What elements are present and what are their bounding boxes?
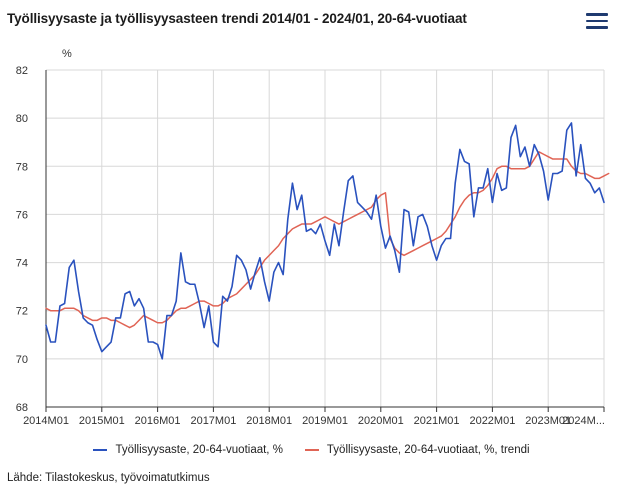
legend-label-actual: Työllisyysaste, 20-64-vuotiaat, %	[115, 444, 283, 456]
x-tick-label: 2023M01	[525, 415, 571, 427]
y-tick-label: 68	[16, 402, 28, 414]
legend: Työllisyysaste, 20-64-vuotiaat, % Työlli…	[0, 444, 623, 456]
y-tick-label: 72	[16, 306, 28, 318]
x-tick-label: 2016M01	[135, 415, 181, 427]
line-chart: % 68 70 72 74 76 78 80 82 2014M01 2015M01 2016M01 20…	[16, 48, 610, 427]
menu-bar	[586, 13, 608, 16]
x-tick-label: 2014M01	[23, 415, 69, 427]
y-tick-label: 74	[16, 258, 28, 270]
legend-swatch-trend	[304, 449, 319, 451]
source-note: Lähde: Tilastokeskus, työvoimatutkimus	[7, 472, 210, 484]
y-tick-label: 82	[16, 65, 28, 77]
y-tick-label: 78	[16, 161, 28, 173]
x-tick-label: 2015M01	[79, 415, 125, 427]
y-tick-label: 70	[16, 354, 28, 366]
x-tick-label: 2020M01	[358, 415, 404, 427]
y-axis-unit-label: %	[62, 48, 72, 60]
menu-bar	[586, 26, 608, 29]
menu-bar	[586, 19, 608, 23]
legend-item-trend[interactable]: Työllisyysaste, 20-64-vuotiaat, %, trend…	[304, 444, 530, 456]
x-tick-label: 2024M...	[562, 415, 605, 427]
x-tick-label: 2021M01	[414, 415, 460, 427]
chart-title: Työllisyysaste ja työllisyysasteen trend…	[7, 11, 467, 26]
series-line-actual	[45, 122, 605, 360]
x-tick-label: 2017M01	[190, 415, 236, 427]
hamburger-menu-icon[interactable]	[586, 12, 608, 30]
legend-swatch-actual	[93, 449, 108, 451]
x-tick-label: 2022M01	[469, 415, 515, 427]
y-tick-label: 80	[16, 113, 28, 125]
x-tick-label: 2018M01	[246, 415, 292, 427]
legend-label-trend: Työllisyysaste, 20-64-vuotiaat, %, trend…	[326, 444, 530, 456]
y-tick-label: 76	[16, 209, 28, 221]
series-line-trend	[45, 151, 610, 329]
x-tick-label: 2019M01	[302, 415, 348, 427]
legend-item-actual[interactable]: Työllisyysaste, 20-64-vuotiaat, %	[93, 444, 283, 456]
